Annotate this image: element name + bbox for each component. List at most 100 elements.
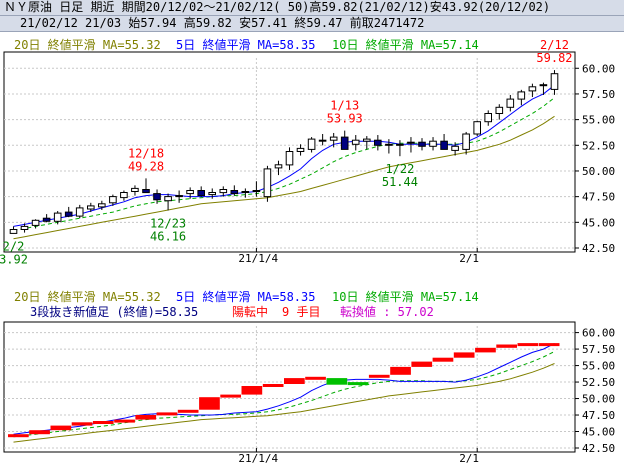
- candle-body: [31, 219, 40, 226]
- candle-body: [506, 98, 515, 108]
- break-brick: [517, 343, 539, 347]
- legend-ma20-bottom: 20日 終値平滑 MA=55.32: [14, 289, 161, 304]
- title-bar: ＮＹ原油 日足 期近 期間20/12/02～21/02/12( 50)高59.8…: [0, 0, 624, 16]
- break-brick: [496, 344, 517, 348]
- annotation-date: 12/18: [128, 146, 164, 160]
- legend-ma5-bottom: 5日 終値平滑 MA=58.35: [176, 289, 315, 304]
- ma20-line: [13, 115, 555, 240]
- bottom-x-axis: 21/1/4 2/1: [238, 448, 479, 465]
- break-brick: [305, 376, 326, 380]
- candle-body: [53, 212, 62, 222]
- break-brick: [411, 361, 433, 367]
- candle-body: [42, 217, 51, 222]
- break-brick: [8, 434, 29, 438]
- break-brick: [220, 394, 241, 398]
- candle-body: [219, 189, 228, 194]
- break-brick: [241, 386, 263, 395]
- break-brick: [284, 378, 305, 384]
- top-grid: [4, 58, 575, 249]
- y-tick-label: 47.50: [582, 409, 615, 422]
- break-brick: [432, 357, 454, 362]
- title-text: ＮＹ原油 日足 期近 期間20/12/02～21/02/12( 50)高59.8…: [4, 0, 551, 14]
- candle-body: [318, 139, 327, 142]
- y-tick-label: 57.50: [582, 88, 615, 101]
- candle-body: [429, 140, 437, 147]
- candle-body: [208, 192, 216, 196]
- top-y-axis: 42.50 45.00 47.50 50.00 52.50 55.00 57.50 60.00: [575, 62, 615, 255]
- candle-body: [186, 190, 194, 195]
- candle-body: [539, 84, 548, 87]
- break-brick: [262, 384, 284, 387]
- candle-body: [307, 138, 316, 150]
- y-tick-label: 55.00: [582, 114, 615, 127]
- candle-body: [351, 139, 360, 145]
- candle-body: [407, 141, 415, 144]
- y-tick-label: 50.00: [582, 393, 615, 406]
- y-tick-label: 60.00: [582, 62, 615, 75]
- break-brick: [156, 412, 178, 416]
- candle-body: [263, 168, 272, 198]
- candle-body: [550, 73, 559, 90]
- candle-body: [396, 143, 404, 146]
- break-count: 9 手目: [282, 305, 320, 319]
- y-tick-label: 52.50: [582, 139, 615, 152]
- three-line-break-series: [8, 343, 560, 438]
- annotation-date: 2/12: [540, 38, 569, 52]
- candle-body: [98, 203, 106, 208]
- candle-body: [418, 141, 426, 147]
- annotation-date: 12/23: [150, 216, 186, 230]
- break-brick: [475, 347, 496, 353]
- break-brick: [368, 374, 390, 378]
- break-reversal: 転換値 : 57.02: [340, 304, 434, 319]
- legend-ma10-bottom: 10日 終値平滑 MA=57.14: [332, 289, 479, 304]
- annotation-value: 51.44: [382, 175, 418, 189]
- candle-body: [462, 133, 470, 150]
- x-tick-label: 21/1/4: [238, 452, 278, 465]
- candle-body: [473, 121, 481, 135]
- bottom-y-axis: 42.50 45.00 47.50 50.00 52.50 55.00 57.50 60.00: [575, 327, 615, 455]
- break-brick: [29, 430, 50, 435]
- annotation-value: 59.82: [536, 51, 572, 65]
- y-tick-label: 45.00: [582, 216, 615, 229]
- y-tick-label: 47.50: [582, 191, 615, 204]
- candle-body: [528, 86, 537, 92]
- x-tick-label: 2/1: [459, 452, 479, 465]
- candle-body: [495, 106, 504, 115]
- break-label: 3段抜き新値足 (終値)=58.35: [30, 304, 198, 319]
- annotation-value: 3.92: [0, 252, 28, 266]
- annotation-value: 46.16: [150, 229, 186, 243]
- annotation-date: 2/2: [3, 239, 25, 253]
- candle-body: [87, 205, 95, 210]
- candle-body: [175, 195, 183, 198]
- break-brick: [135, 415, 157, 420]
- x-tick-label: 2/1: [459, 252, 479, 265]
- candle-body: [517, 91, 526, 100]
- break-brick: [71, 422, 93, 426]
- candle-body: [374, 139, 382, 146]
- annotation-value: 53.93: [327, 112, 363, 126]
- bottom-plot-frame: [3, 321, 576, 453]
- legend-ma10-top: 10日 終値平滑 MA=57.14: [332, 37, 479, 52]
- y-tick-label: 45.00: [582, 426, 615, 439]
- candle-body: [440, 140, 448, 150]
- break-brick: [199, 397, 220, 410]
- break-brick: [50, 425, 72, 431]
- candle-body: [9, 229, 18, 234]
- y-tick-label: 42.50: [582, 442, 615, 455]
- candle-body: [296, 147, 305, 152]
- candle-body: [75, 207, 84, 217]
- candlestick-series: [9, 70, 559, 234]
- ma20-line: [13, 363, 555, 443]
- y-tick-label: 50.00: [582, 165, 615, 178]
- quote-text: 21/02/12 21/03 始57.94 高59.82 安57.41 終59.…: [20, 16, 425, 30]
- break-status: 陽転中: [232, 304, 268, 319]
- candle-body: [329, 136, 338, 141]
- candle-body: [451, 145, 459, 151]
- quote-bar: 21/02/12 21/03 始57.94 高59.82 安57.41 終59.…: [0, 16, 624, 32]
- annotation-value: 49.28: [128, 159, 164, 173]
- y-tick-label: 42.50: [582, 242, 615, 255]
- y-tick-label: 55.00: [582, 360, 615, 373]
- break-brick: [114, 419, 135, 423]
- candle-body: [120, 192, 128, 199]
